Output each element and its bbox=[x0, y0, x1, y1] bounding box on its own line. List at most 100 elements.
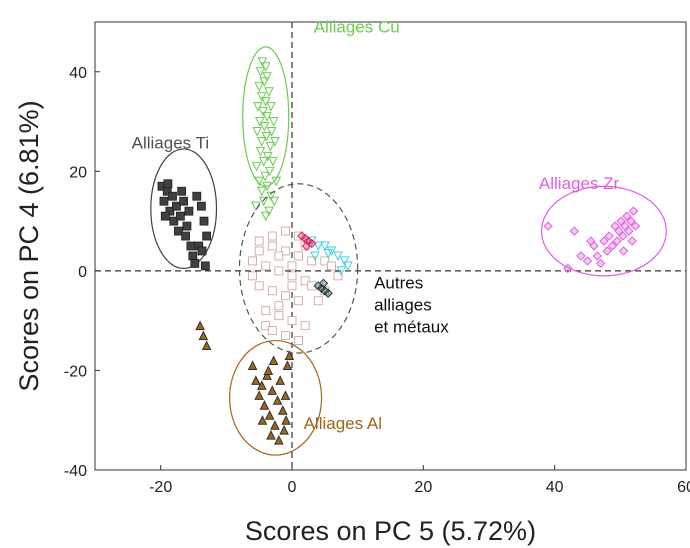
data-point-alliages-ti bbox=[169, 216, 179, 226]
data-point-alliages-cu bbox=[266, 127, 277, 137]
data-point-alliages-zr bbox=[612, 236, 622, 246]
data-point-alliages-ti bbox=[172, 201, 181, 211]
data-point-alliages-al bbox=[274, 435, 284, 445]
data-point-alliages-ti bbox=[186, 241, 196, 251]
data-point-alliages-al bbox=[268, 355, 279, 365]
data-point-alliages-ti bbox=[160, 211, 170, 221]
data-point-unlabeled-5 bbox=[333, 251, 343, 262]
data-point-unlabeled-7 bbox=[323, 288, 333, 298]
data-point-alliages-cu bbox=[256, 92, 267, 102]
cluster-label: Alliages Zr bbox=[539, 174, 620, 193]
data-point-alliages-al bbox=[275, 375, 285, 385]
data-point-alliages-al bbox=[279, 425, 289, 435]
data-point-unlabeled-5 bbox=[323, 248, 333, 259]
data-point-alliages-al bbox=[267, 385, 278, 395]
data-point-alliages-al bbox=[257, 415, 268, 425]
data-point-alliages-cu bbox=[256, 186, 267, 197]
data-point-alliages-al bbox=[195, 320, 205, 331]
data-point-alliages-zr bbox=[592, 251, 603, 261]
data-point-alliages-zr bbox=[599, 236, 609, 246]
data-point-alliages-ti bbox=[188, 251, 198, 261]
data-point-unlabeled-5 bbox=[313, 241, 324, 252]
data-point-autres-alliages-et-m-taux bbox=[287, 261, 297, 271]
data-point-alliages-cu bbox=[255, 146, 266, 157]
data-point-alliages-ti bbox=[182, 221, 192, 231]
data-point-alliages-al bbox=[251, 375, 261, 385]
data-point-alliages-zr bbox=[595, 258, 606, 269]
data-point-alliages-cu bbox=[260, 171, 270, 182]
data-point-alliages-zr bbox=[607, 241, 618, 251]
y-tick-label: -40 bbox=[64, 463, 87, 480]
data-point-alliages-cu bbox=[270, 136, 280, 147]
data-point-autres-alliages-et-m-taux bbox=[248, 256, 258, 266]
data-point-alliages-zr bbox=[602, 246, 612, 256]
data-point-alliages-al bbox=[262, 370, 272, 380]
data-point-alliages-ti bbox=[159, 196, 169, 206]
data-point-unlabeled-7 bbox=[318, 278, 329, 289]
data-point-autres-alliages-et-m-taux bbox=[333, 271, 343, 281]
data-point-autres-alliages-et-m-taux bbox=[281, 226, 290, 236]
data-point-alliages-cu bbox=[266, 102, 276, 112]
data-point-autres-alliages-et-m-taux bbox=[294, 296, 303, 306]
x-tick-label: 40 bbox=[546, 479, 564, 496]
data-point-alliages-zr bbox=[543, 221, 553, 231]
data-point-alliages-zr bbox=[624, 226, 634, 236]
data-point-alliages-al bbox=[254, 390, 264, 400]
data-point-alliages-cu bbox=[258, 107, 268, 117]
data-point-alliages-cu bbox=[265, 141, 276, 152]
data-point-alliages-ti bbox=[184, 206, 194, 216]
data-point-autres-alliages-et-m-taux bbox=[281, 291, 290, 301]
data-point-alliages-cu bbox=[259, 77, 270, 87]
data-point-alliages-ti bbox=[199, 216, 209, 226]
data-point-autres-alliages-et-m-taux bbox=[261, 306, 271, 316]
data-point-alliages-al bbox=[263, 365, 274, 375]
data-point-autres-alliages-et-m-taux bbox=[287, 316, 297, 326]
data-point-alliages-al bbox=[284, 350, 295, 361]
data-point-alliages-cu bbox=[269, 196, 280, 207]
data-point-unlabeled-5 bbox=[336, 266, 347, 277]
data-point-alliages-cu bbox=[251, 161, 262, 172]
data-point-autres-alliages-et-m-taux bbox=[320, 256, 330, 266]
y-tick-label: -20 bbox=[64, 363, 87, 380]
data-point-alliages-al bbox=[201, 340, 212, 351]
cluster-label: Alliages Ti bbox=[132, 134, 209, 153]
data-point-unlabeled-5 bbox=[320, 241, 330, 252]
data-point-alliages-al bbox=[281, 415, 291, 425]
data-point-alliages-ti bbox=[165, 206, 175, 216]
data-point-autres-alliages-et-m-taux bbox=[294, 336, 303, 345]
cluster-label: Alliages Cu bbox=[314, 18, 400, 37]
data-point-alliages-al bbox=[270, 420, 280, 430]
data-point-alliages-cu bbox=[260, 211, 271, 222]
data-point-alliages-al bbox=[280, 390, 291, 400]
data-point-alliages-zr bbox=[627, 236, 637, 246]
data-point-alliages-zr bbox=[618, 246, 629, 256]
data-point-alliages-ti bbox=[202, 231, 212, 241]
cluster-ellipse-alliages-ti bbox=[150, 148, 218, 270]
data-point-alliages-ti bbox=[190, 259, 200, 268]
data-point-alliages-zr bbox=[569, 226, 580, 236]
data-point-autres-alliages-et-m-taux bbox=[267, 231, 277, 241]
data-point-unlabeled-5 bbox=[326, 246, 337, 257]
data-point-alliages-cu bbox=[264, 87, 274, 97]
cluster-ellipse-alliages-cu bbox=[242, 46, 290, 187]
data-point-autres-alliages-et-m-taux bbox=[287, 271, 297, 281]
data-point-alliages-zr bbox=[610, 221, 620, 231]
data-point-alliages-zr bbox=[620, 221, 630, 231]
data-point-alliages-al bbox=[247, 360, 258, 370]
y-tick-label: 0 bbox=[78, 264, 87, 281]
data-point-alliages-zr bbox=[589, 241, 599, 251]
data-point-autres-alliages-et-m-taux bbox=[307, 281, 317, 291]
cluster-label-other-line: et métaux bbox=[374, 317, 449, 336]
cluster-ellipse-alliages-zr bbox=[540, 185, 667, 277]
x-tick-label: -20 bbox=[149, 479, 172, 496]
data-point-autres-alliages-et-m-taux bbox=[274, 251, 284, 261]
data-point-autres-alliages-et-m-taux bbox=[254, 246, 264, 256]
data-point-autres-alliages-et-m-taux bbox=[261, 321, 271, 331]
data-point-alliages-cu bbox=[254, 176, 264, 187]
y-tick-label: 20 bbox=[69, 164, 87, 181]
data-point-autres-alliages-et-m-taux bbox=[267, 241, 277, 251]
data-point-alliages-ti bbox=[168, 191, 177, 201]
data-point-alliages-cu bbox=[264, 206, 274, 217]
data-point-alliages-cu bbox=[253, 102, 263, 112]
